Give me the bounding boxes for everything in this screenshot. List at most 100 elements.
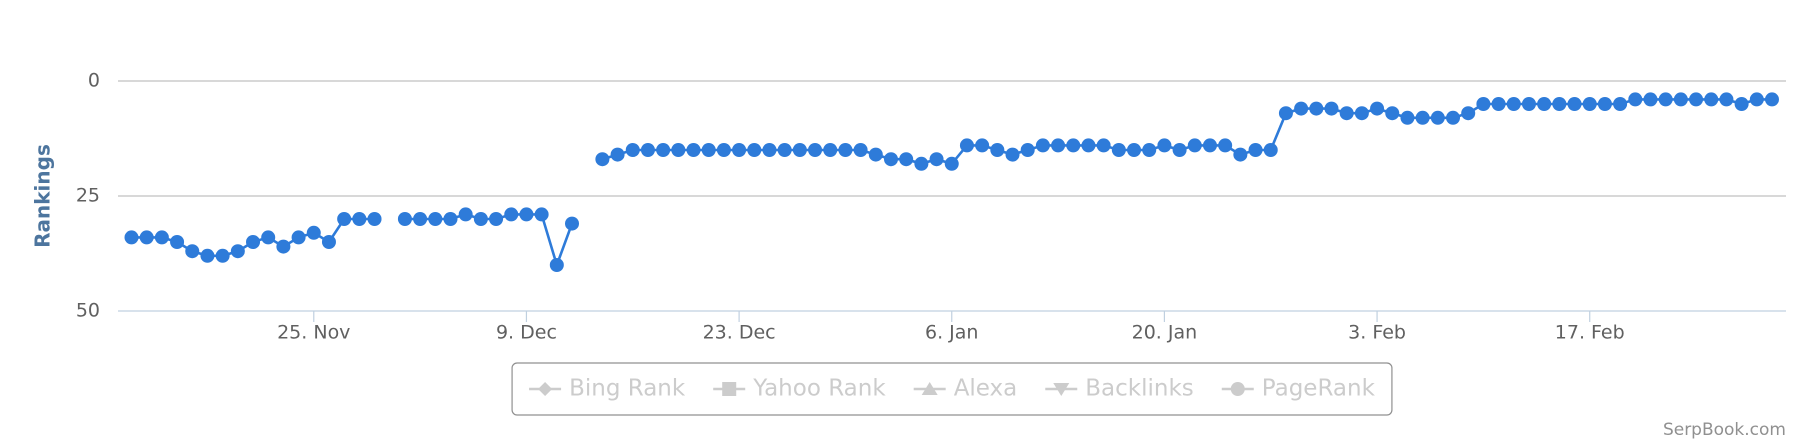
y-axis-title: Rankings — [31, 144, 55, 248]
data-point — [625, 143, 640, 157]
x-tick-label: 17. Feb — [1555, 322, 1625, 344]
data-point — [1233, 147, 1248, 162]
data-point — [701, 143, 716, 157]
data-point — [1142, 143, 1157, 157]
data-point — [975, 138, 990, 153]
data-point — [337, 212, 352, 226]
data-point — [504, 207, 519, 222]
legend-symbol — [921, 382, 938, 395]
x-tick-label: 25. Nov — [277, 322, 350, 344]
data-point — [1734, 97, 1749, 111]
legend-label[interactable]: Yahoo Rank — [752, 376, 886, 402]
data-point — [1081, 138, 1096, 153]
data-point — [1354, 106, 1369, 121]
data-point — [519, 207, 534, 222]
data-point — [1461, 106, 1476, 121]
data-point — [1066, 138, 1081, 153]
data-point — [1537, 97, 1552, 111]
x-tick-label: 3. Feb — [1348, 322, 1406, 344]
data-point — [716, 143, 731, 157]
data-point — [170, 235, 185, 249]
data-point — [853, 143, 868, 157]
data-point — [944, 156, 959, 171]
data-point — [124, 230, 139, 245]
data-point — [671, 143, 686, 157]
data-point — [1658, 92, 1673, 107]
data-point — [656, 143, 671, 157]
data-point — [883, 152, 898, 167]
data-point — [1415, 110, 1430, 125]
data-point — [1324, 101, 1339, 116]
data-point — [1749, 92, 1764, 107]
data-point — [1628, 92, 1643, 107]
data-point — [200, 248, 215, 263]
data-point — [1689, 92, 1704, 107]
data-point — [154, 230, 169, 245]
legend-label[interactable]: Backlinks — [1085, 376, 1194, 402]
data-point — [397, 212, 412, 226]
x-tick-label: 20. Jan — [1132, 322, 1198, 344]
y-tick-label: 25 — [76, 185, 100, 207]
data-point — [1157, 138, 1172, 153]
credits: SerpBook.com — [1663, 420, 1786, 440]
data-point — [1005, 147, 1020, 162]
data-point — [792, 143, 807, 157]
data-point — [1202, 138, 1217, 153]
data-point — [823, 143, 838, 157]
data-point — [549, 258, 564, 272]
legend-label[interactable]: Bing Rank — [569, 376, 686, 402]
legend-symbol — [1230, 382, 1245, 396]
x-tick-label: 23. Dec — [703, 322, 776, 344]
data-point — [1051, 138, 1066, 153]
data-point — [1111, 143, 1126, 157]
data-point — [1400, 110, 1415, 125]
data-point — [1096, 138, 1111, 153]
data-point — [1385, 106, 1400, 121]
data-point — [899, 152, 914, 167]
data-point — [443, 212, 458, 226]
data-point — [215, 248, 230, 263]
data-point — [246, 235, 261, 249]
data-point — [428, 212, 443, 226]
data-point — [1278, 106, 1293, 121]
legend: Bing Rank Yahoo Rank Alexa Backlinks PageRan… — [511, 362, 1393, 416]
legend-symbol — [722, 382, 737, 396]
data-point — [1446, 110, 1461, 125]
data-point — [352, 212, 367, 226]
legend-symbol — [1053, 383, 1070, 396]
legend-label[interactable]: PageRank — [1262, 376, 1376, 402]
data-point — [1339, 106, 1354, 121]
data-point — [1020, 143, 1035, 157]
data-point — [808, 143, 823, 157]
data-point — [610, 147, 625, 162]
data-point — [1521, 97, 1536, 111]
data-point — [1187, 138, 1202, 153]
data-point — [929, 152, 944, 167]
data-point — [1430, 110, 1445, 125]
data-point — [306, 225, 321, 240]
data-point — [1643, 92, 1658, 107]
data-point — [1035, 138, 1050, 153]
legend-box — [511, 362, 1393, 416]
data-point — [1673, 92, 1688, 107]
data-point — [686, 143, 701, 157]
data-point — [1567, 97, 1582, 111]
data-point — [139, 230, 154, 245]
y-tick-label: 50 — [76, 300, 100, 322]
data-point — [185, 244, 200, 259]
data-point — [565, 216, 580, 231]
data-point — [1294, 101, 1309, 116]
data-point — [868, 147, 883, 162]
data-point — [1582, 97, 1597, 111]
data-point — [489, 212, 504, 226]
data-point — [413, 212, 428, 226]
data-point — [762, 143, 777, 157]
legend-label[interactable]: Alexa — [954, 376, 1018, 402]
data-point — [534, 207, 549, 222]
data-point — [321, 235, 336, 249]
data-point — [1704, 92, 1719, 107]
data-point — [732, 143, 747, 157]
data-point — [990, 143, 1005, 157]
